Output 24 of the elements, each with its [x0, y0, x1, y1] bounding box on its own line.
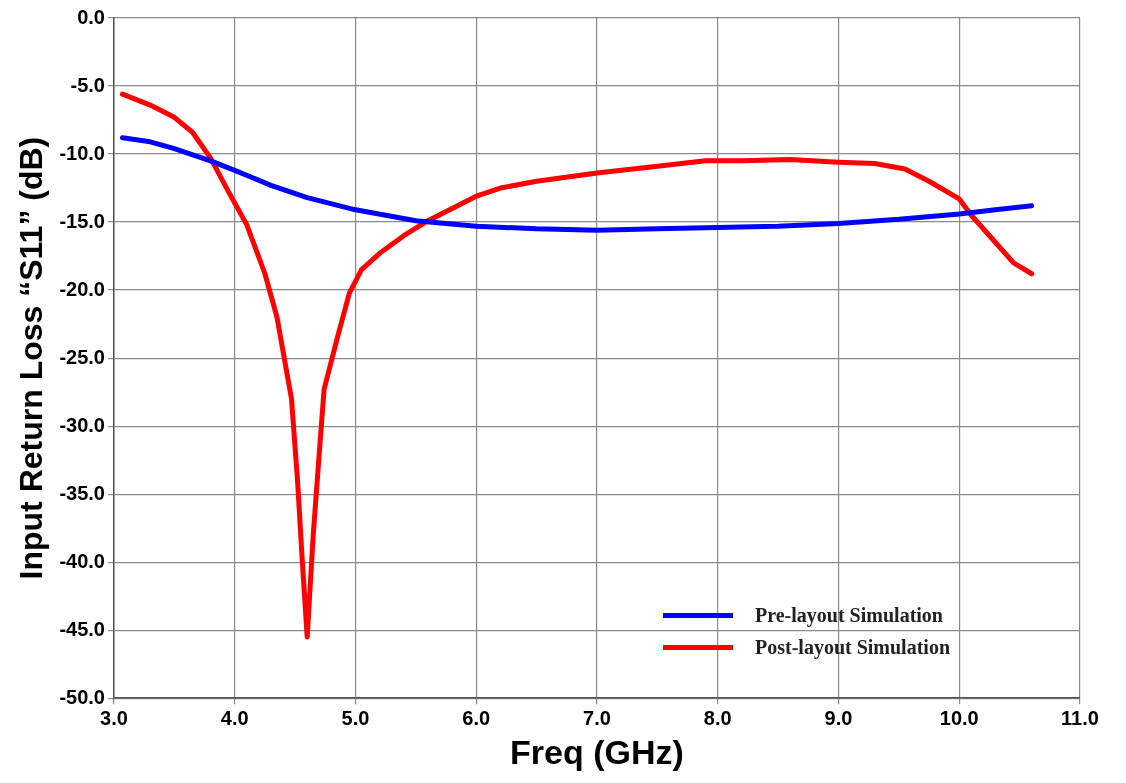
- y-tick-label: -40.0: [59, 549, 105, 572]
- y-tick-label: -5.0: [70, 73, 105, 96]
- legend-label: Pre-layout Simulation: [755, 603, 943, 627]
- x-axis-title: Freq (GHz): [510, 732, 684, 771]
- x-tick-label: 6.0: [462, 706, 491, 729]
- y-tick-label: -45.0: [59, 617, 105, 640]
- y-axis-title: Input Return Loss “S11” (dB): [13, 136, 50, 580]
- y-tick-label: -10.0: [59, 141, 105, 164]
- x-tick-label: 5.0: [341, 706, 370, 729]
- x-tick-label: 11.0: [1061, 706, 1099, 729]
- x-tick-label: 7.0: [583, 706, 611, 729]
- legend-label: Post-layout Simulation: [755, 635, 951, 659]
- y-tick-label: -25.0: [59, 345, 105, 368]
- x-tick-label: 3.0: [100, 706, 128, 729]
- x-tick-label: 8.0: [703, 706, 732, 729]
- y-tick-label: -15.0: [59, 209, 105, 232]
- y-tick-label: -50.0: [59, 685, 105, 708]
- y-tick-label: 0.0: [77, 5, 105, 28]
- x-tick-label: 4.0: [220, 706, 249, 729]
- y-tick-label: -30.0: [59, 413, 105, 436]
- y-tick-label: -20.0: [59, 277, 105, 300]
- y-tick-label: -35.0: [59, 481, 105, 504]
- x-tick-label: 9.0: [824, 706, 853, 729]
- x-tick-label: 10.0: [939, 706, 979, 729]
